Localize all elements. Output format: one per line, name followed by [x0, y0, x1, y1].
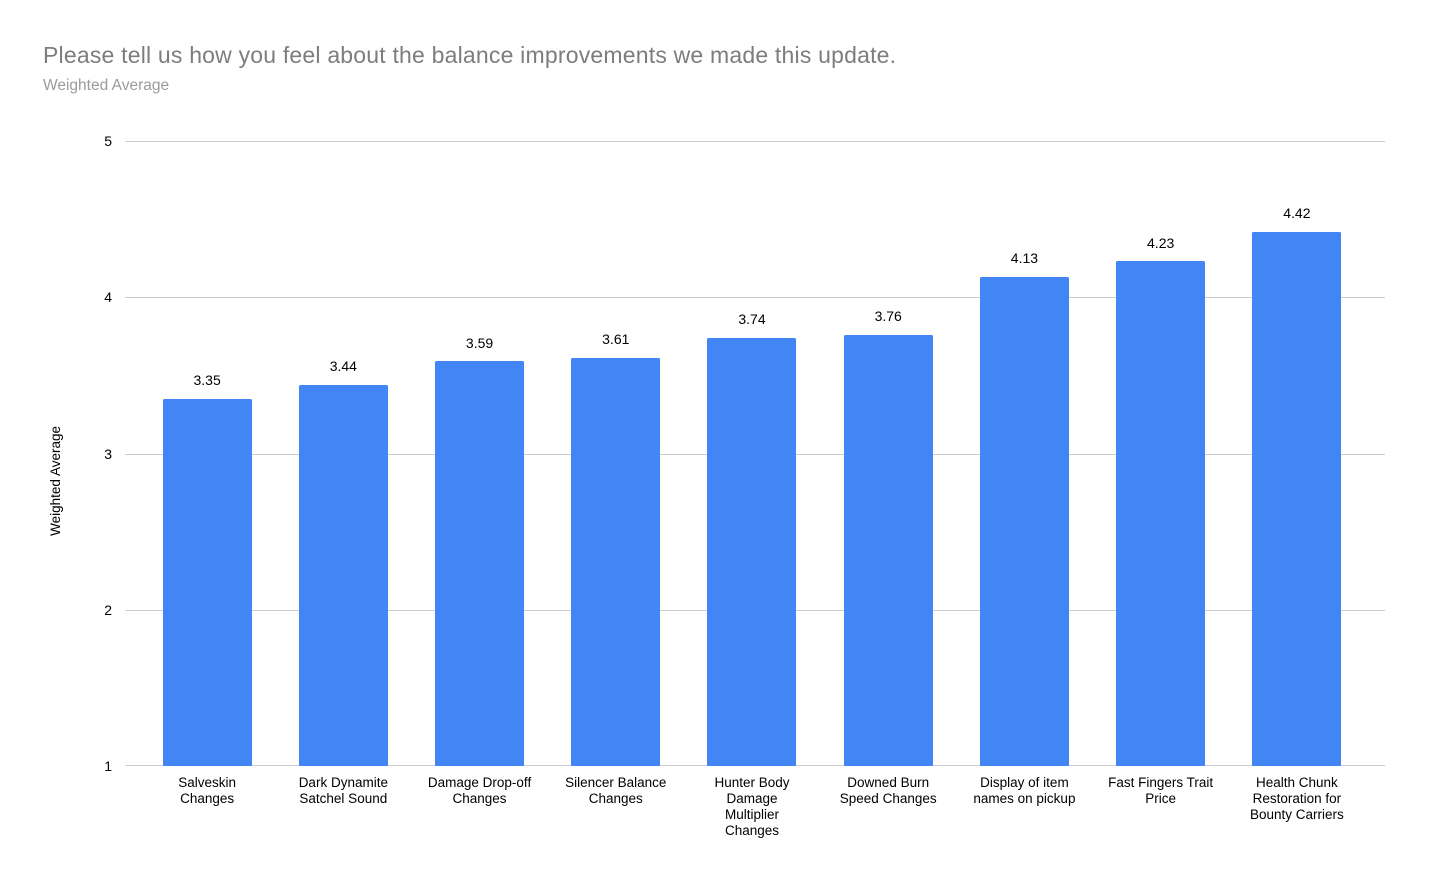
- bars-row: 3.35 3.44 3.59 3.61 3.74 3.76 4.13 4.23 4.42: [125, 141, 1385, 766]
- x-axis-category-label: Silencer Balance Changes: [565, 775, 667, 806]
- bar-value-label: 3.44: [329, 357, 357, 374]
- bar[interactable]: [162, 398, 252, 766]
- bar[interactable]: [571, 358, 661, 766]
- bar-slot: 4.13: [956, 141, 1092, 766]
- chart-title: Please tell us how you feel about the ba…: [43, 42, 897, 68]
- y-tick-label: 3: [104, 445, 112, 462]
- bar-value-label: 3.76: [874, 308, 902, 325]
- bar-slot: 3.61: [548, 141, 684, 766]
- bar[interactable]: [707, 337, 797, 766]
- bar[interactable]: [435, 361, 525, 766]
- bar-value-label: 4.13: [1010, 250, 1039, 267]
- y-axis-title: Weighted Average: [47, 426, 63, 536]
- gridline: [125, 297, 1385, 299]
- bar-slot: 3.74: [684, 141, 820, 766]
- x-axis-category-label: Hunter Body Damage Multiplier Changes: [714, 775, 790, 838]
- y-tick-label: 2: [104, 601, 112, 618]
- x-axis-category-label: Fast Fingers Trait Price: [1108, 775, 1214, 806]
- bar[interactable]: [298, 384, 388, 766]
- bar[interactable]: [1252, 231, 1342, 766]
- y-tick-label: 5: [104, 133, 112, 149]
- x-axis-category-label: Dark Dynamite Satchel Sound: [298, 775, 388, 806]
- bar-slot: 3.35: [139, 141, 275, 766]
- x-axis-category-label: Damage Drop-off Changes: [427, 775, 532, 806]
- bar[interactable]: [979, 276, 1069, 766]
- gridline: [125, 141, 1385, 142]
- y-axis-title-column: Weighted Average: [45, 141, 65, 766]
- bar-value-label: 3.59: [465, 334, 494, 351]
- x-axis-category-label: Health Chunk Restoration for Bounty Carr…: [1249, 775, 1344, 822]
- bar-slot: 3.59: [411, 141, 547, 766]
- bar[interactable]: [843, 334, 933, 766]
- bar-slot: 4.23: [1093, 141, 1229, 766]
- bar[interactable]: [1116, 261, 1206, 766]
- bar-slot: 4.42: [1229, 141, 1365, 766]
- x-axis-category-label: Downed Burn Speed Changes: [839, 775, 937, 806]
- x-axis-category-label: Salveskin Changes: [178, 775, 236, 806]
- x-axis-labels-row: Salveskin Changes Dark Dynamite Satchel S…: [125, 775, 1385, 839]
- bar-value-label: 3.61: [602, 331, 630, 348]
- bar-value-label: 3.74: [738, 311, 766, 328]
- bar-value-label: 4.23: [1147, 234, 1175, 251]
- y-tick-label: 1: [104, 758, 112, 774]
- bar-value-label: 4.42: [1283, 204, 1311, 221]
- bar-value-label: 3.35: [193, 372, 221, 389]
- x-axis-category-label: Display of item names on pickup: [973, 775, 1076, 806]
- chart-subtitle: Weighted Average: [43, 77, 170, 94]
- bar-slot: 3.76: [820, 141, 956, 766]
- bar-slot: 3.44: [275, 141, 411, 766]
- y-tick-label: 4: [104, 289, 112, 306]
